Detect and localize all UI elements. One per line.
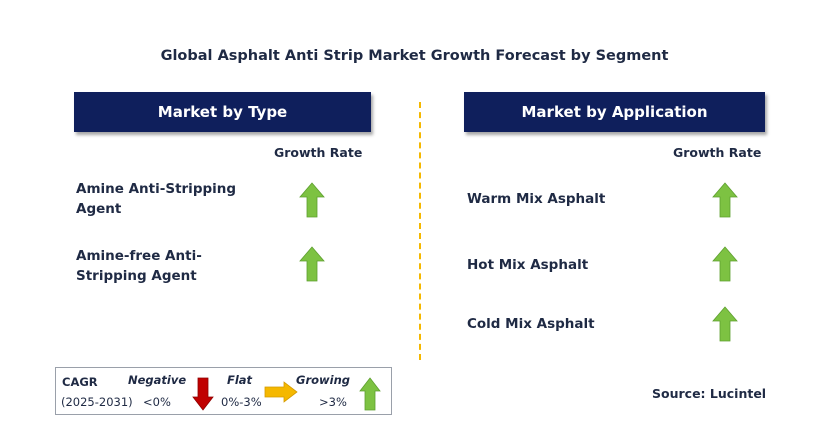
application-growth-rate-label: Growth Rate (673, 145, 762, 160)
growth-up-arrow-icon (712, 246, 738, 282)
flat-right-arrow-icon (264, 381, 298, 403)
legend-negative-value: <0% (143, 395, 171, 409)
growth-up-arrow-icon (299, 246, 325, 282)
application-panel-header: Market by Application (464, 92, 765, 132)
legend-growing-label: Growing (296, 373, 350, 387)
panel-divider (419, 102, 421, 360)
type-item-amine-free-line2: Stripping Agent (76, 268, 197, 284)
legend-negative-label: Negative (128, 373, 187, 387)
application-item-cold-mix: Cold Mix Asphalt (467, 316, 595, 332)
legend-period: (2025-2031) (61, 395, 133, 409)
type-item-amine-line2: Agent (76, 201, 122, 217)
type-item-amine: Amine Anti-Stripping Agent (76, 179, 236, 219)
type-item-amine-free-line1: Amine-free Anti- (76, 248, 202, 264)
legend-flat-label: Flat (227, 373, 253, 387)
cagr-legend: CAGR (2025-2031) Negative <0% Flat 0%-3%… (55, 367, 392, 415)
chart-title: Global Asphalt Anti Strip Market Growth … (160, 48, 669, 64)
type-panel-header: Market by Type (74, 92, 371, 132)
application-item-hot-mix: Hot Mix Asphalt (467, 257, 589, 273)
legend-flat-value: 0%-3% (221, 395, 262, 409)
growing-up-arrow-icon (359, 377, 381, 411)
type-growth-rate-label: Growth Rate (274, 145, 363, 160)
type-item-amine-line1: Amine Anti-Stripping (76, 181, 237, 197)
growth-up-arrow-icon (712, 306, 738, 342)
type-item-amine-free: Amine-free Anti- Stripping Agent (76, 246, 202, 286)
growth-up-arrow-icon (299, 182, 325, 218)
legend-growing-value: >3% (319, 395, 347, 409)
growth-up-arrow-icon (712, 182, 738, 218)
application-item-warm-mix: Warm Mix Asphalt (467, 191, 606, 207)
negative-down-arrow-icon (192, 377, 214, 411)
source-note: Source: Lucintel (652, 386, 767, 401)
legend-cagr-label: CAGR (62, 375, 98, 389)
